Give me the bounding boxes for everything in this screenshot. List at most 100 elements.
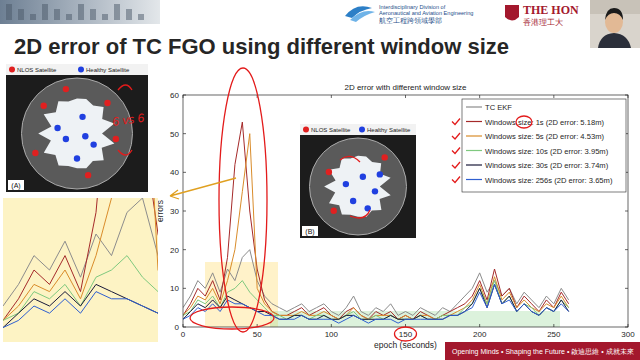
legend-swatch: [466, 150, 482, 151]
nlos-satellite: [113, 136, 119, 142]
healthy-legend-dot: [78, 67, 84, 73]
healthy-satellite: [372, 188, 378, 194]
header-photo-window: [78, 4, 84, 20]
annotation-check: [452, 148, 460, 154]
y-tick: [625, 211, 628, 212]
header-photo-window: [102, 14, 108, 20]
y-tick: [183, 249, 186, 250]
skyplot-label-bg: [302, 226, 318, 236]
nlos-satellite: [41, 103, 47, 109]
inset-series-line: [3, 263, 158, 328]
inset-series-line: [3, 198, 158, 328]
x-tick: [479, 324, 480, 327]
inset-series-line: [3, 256, 158, 328]
y-tick: [183, 95, 186, 96]
university-name: THE HON: [523, 3, 579, 17]
x-tick-label: 200: [473, 330, 487, 339]
annotation-check: [452, 177, 460, 183]
x-tick-label: 50: [253, 330, 262, 339]
y-tick: [183, 211, 186, 212]
division-name: Aeronautical and Aviation Engineering: [379, 10, 473, 16]
skyplot-legend-bg: [6, 64, 148, 75]
healthy-satellite: [377, 171, 383, 177]
healthy-satellite: [90, 141, 96, 147]
fisheye: [310, 138, 407, 235]
header-photo-window: [42, 4, 48, 20]
slide: Interdisciplinary Division ofAeronautica…: [0, 0, 640, 360]
nlos-satellite: [63, 86, 69, 92]
open-sky: [324, 156, 391, 217]
annotation-circle: [219, 68, 267, 332]
x-tick: [405, 95, 406, 98]
inset-lines: [3, 198, 158, 335]
header-photo-window: [18, 9, 24, 20]
legend-label: Windows size: 30s (2D error: 3.74m): [485, 161, 609, 170]
healthy-satellite: [79, 114, 85, 120]
nlos-satellite: [326, 169, 332, 175]
y-tick: [625, 95, 628, 96]
x-tick: [331, 324, 332, 327]
y-tick-label: 60: [170, 91, 179, 100]
legend-box: [462, 99, 626, 192]
header-photo-window: [66, 14, 72, 20]
legend-swatch: [466, 135, 482, 136]
nlos-legend-dot: [9, 67, 15, 73]
plot-area: [183, 95, 628, 327]
nlos-satellite: [331, 208, 337, 214]
chart-title: 2D error with different window size: [344, 83, 467, 92]
skyplot-label: (B): [305, 228, 314, 236]
legend-label: Windows size: 10s (2D error: 3.95m): [485, 147, 609, 156]
legend-label: TC EKF: [485, 103, 512, 112]
x-tick-label: 150: [399, 330, 413, 339]
healthy-satellite: [82, 133, 88, 139]
nlos-satellite: [85, 172, 91, 178]
y-tick-label: 20: [170, 246, 179, 255]
annotation-check: [452, 119, 460, 125]
x-tick-label: 0: [181, 330, 186, 339]
x-tick-label: 250: [547, 330, 561, 339]
university-logo: [505, 5, 519, 21]
healthy-satellite: [54, 125, 60, 131]
annotation-circle: [516, 116, 532, 128]
annotation-scribble: [340, 156, 370, 218]
inset-series-line: [3, 198, 158, 328]
header-photo-window: [54, 9, 60, 20]
series-line: [183, 281, 569, 320]
footer-bar: [445, 342, 640, 360]
nlos-legend-label: NLOS Satellite: [17, 67, 57, 73]
fisheye-rim: [310, 138, 407, 235]
annotations: [118, 68, 532, 341]
skyplot-label: (A): [11, 182, 20, 190]
y-tick-label: 50: [170, 130, 179, 139]
y-tick-label: 10: [170, 284, 179, 293]
x-tick: [479, 95, 480, 98]
axes-frame: [183, 95, 628, 327]
x-tick: [553, 95, 554, 98]
nlos-satellite: [32, 150, 38, 156]
fisheye: [22, 78, 133, 189]
x-tick: [331, 95, 332, 98]
legend-label: Windows size: 5s (2D error: 4.53m): [485, 132, 604, 141]
webcam-body: [598, 33, 631, 48]
series-line: [183, 284, 569, 323]
skyplot-bg: [6, 64, 148, 192]
y-tick: [183, 133, 186, 134]
legend: TC EKFWindows size: 1s (2D error: 5.18m)…: [462, 99, 626, 192]
healthy-satellite: [63, 136, 69, 142]
inset-series-line: [3, 263, 158, 335]
skyplot-bg: [300, 124, 416, 238]
nlos-legend-dot: [303, 127, 309, 133]
healthy-satellite: [360, 174, 366, 180]
skyplot-legend-bg: [300, 124, 416, 135]
header-photo-window: [114, 4, 120, 20]
healthy-legend-label: Healthy Satellite: [86, 67, 130, 73]
header-photo-window: [90, 9, 96, 20]
annotation-check: [452, 133, 460, 139]
header-photo: [0, 0, 160, 24]
nlos-legend-label: NLOS Satellite: [311, 127, 351, 133]
fisheye-rim: [22, 78, 133, 189]
healthy-legend-label: Healthy Satellite: [367, 127, 411, 133]
annotation-text: 6 vs 6: [111, 111, 145, 129]
y-tick: [183, 172, 186, 173]
nlos-satellite: [381, 154, 387, 160]
